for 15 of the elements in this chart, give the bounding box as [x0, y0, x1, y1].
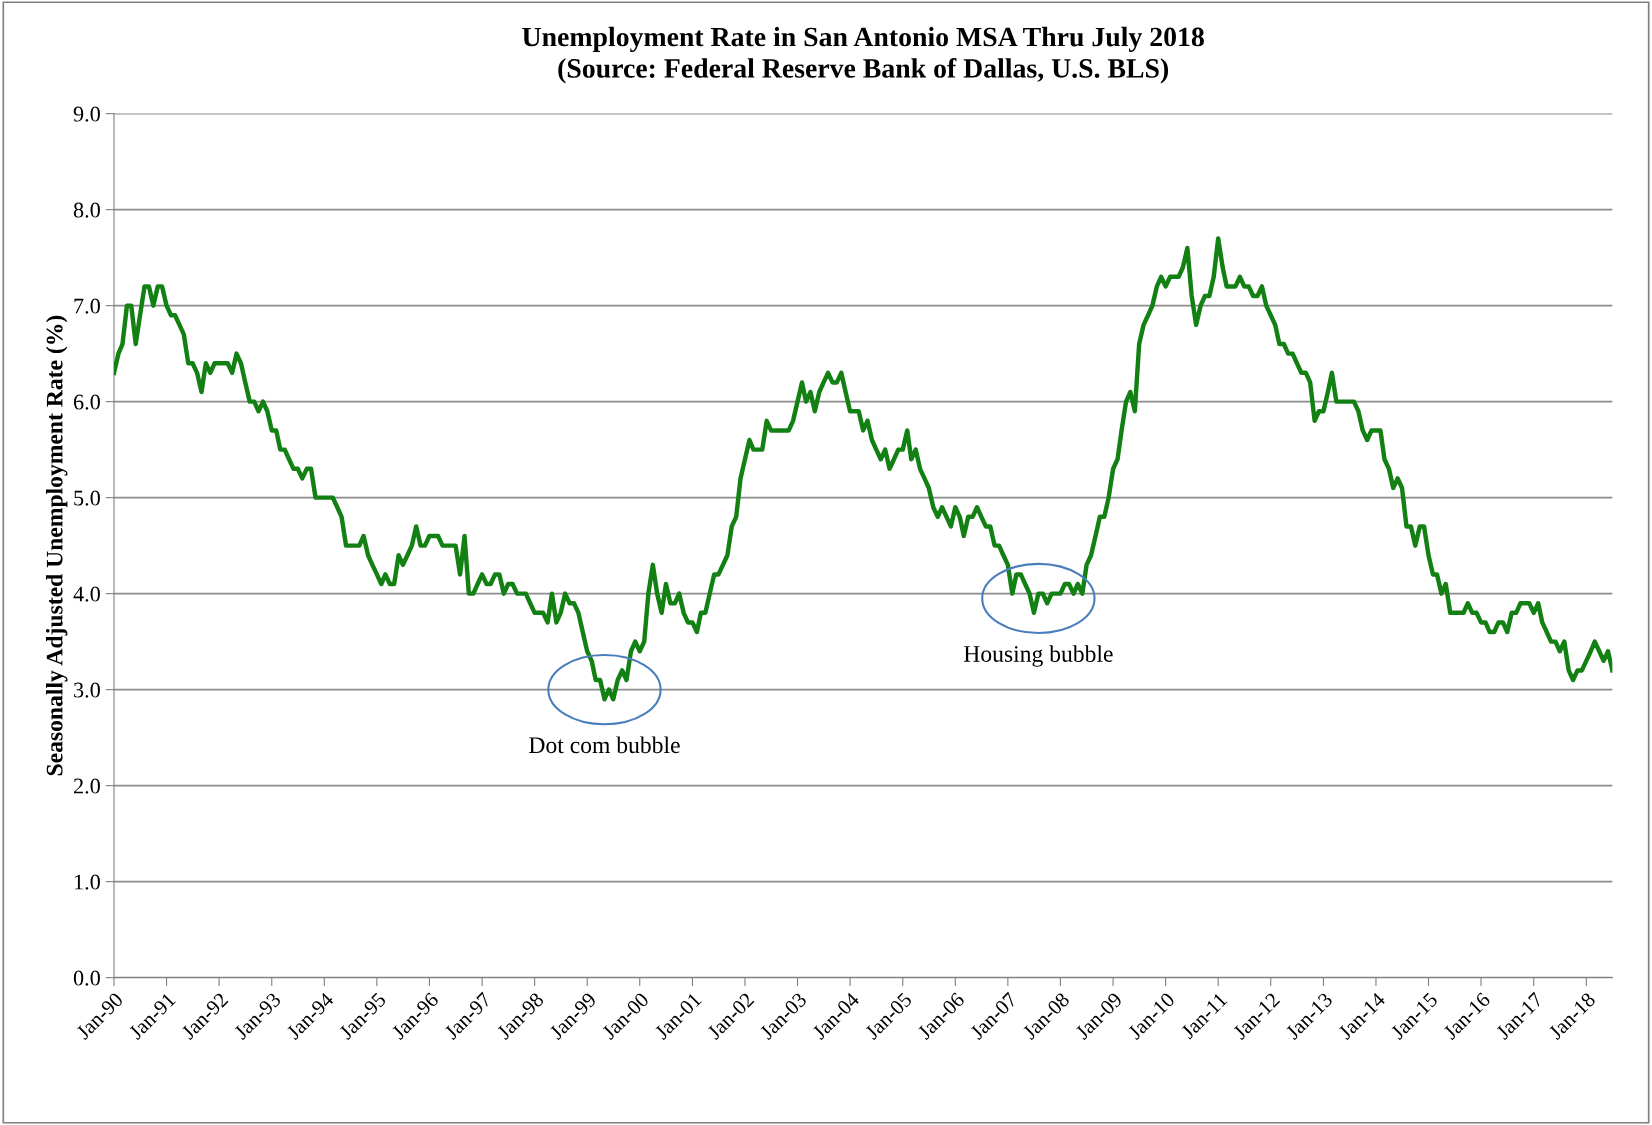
annotation: Housing bubble: [963, 645, 1113, 667]
y-tick-label: 7.0: [74, 298, 100, 314]
annotation: Dot com bubble: [529, 736, 680, 754]
y-tick-label: 0.0: [73, 970, 100, 986]
chart-title: Unemployment Rate in San Antonio MSA Thru July 2018 (Source: Federal Reserve Bank of Dallas, U.S. BLS): [522, 26, 1204, 84]
y-tick-label: 4.0: [73, 586, 100, 602]
y-tick-label: 6.0: [73, 394, 100, 410]
y-tick-label: 5.0: [74, 490, 100, 506]
y-tick-label: 3.0: [74, 682, 100, 698]
y-tick-label: 9.0: [73, 106, 100, 122]
y-axis-title: Seasonally Adjusted Unemployment Rate (%): [45, 315, 68, 776]
y-tick-label: 2.0: [73, 778, 100, 794]
line-series: [113, 236, 1613, 702]
y-tick-label: 1.0: [74, 874, 100, 890]
y-tick-label: 8.0: [73, 202, 100, 218]
